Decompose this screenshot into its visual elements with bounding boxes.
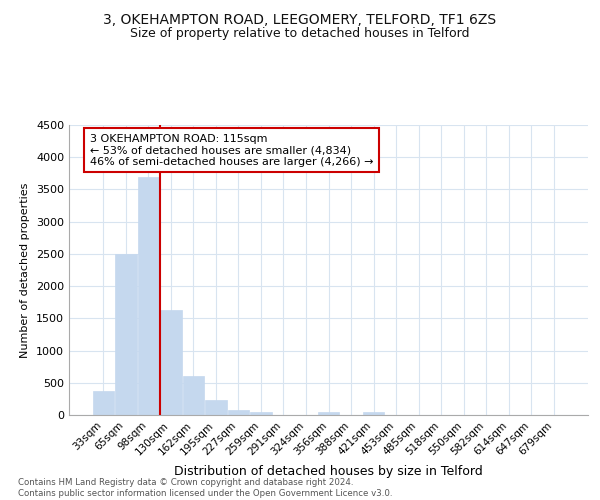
Bar — [363, 412, 384, 415]
Text: Size of property relative to detached houses in Telford: Size of property relative to detached ho… — [130, 28, 470, 40]
Bar — [137, 176, 159, 415]
Bar — [92, 390, 114, 415]
Y-axis label: Number of detached properties: Number of detached properties — [20, 182, 31, 358]
Text: Contains HM Land Registry data © Crown copyright and database right 2024.
Contai: Contains HM Land Registry data © Crown c… — [18, 478, 392, 498]
Bar — [115, 254, 137, 415]
Bar — [205, 400, 227, 415]
Bar — [160, 310, 182, 415]
Bar — [250, 412, 272, 415]
X-axis label: Distribution of detached houses by size in Telford: Distribution of detached houses by size … — [174, 465, 483, 478]
Text: 3, OKEHAMPTON ROAD, LEEGOMERY, TELFORD, TF1 6ZS: 3, OKEHAMPTON ROAD, LEEGOMERY, TELFORD, … — [103, 12, 497, 26]
Bar — [318, 412, 339, 415]
Bar — [228, 410, 249, 415]
Text: 3 OKEHAMPTON ROAD: 115sqm
← 53% of detached houses are smaller (4,834)
46% of se: 3 OKEHAMPTON ROAD: 115sqm ← 53% of detac… — [90, 134, 373, 167]
Bar — [182, 376, 204, 415]
